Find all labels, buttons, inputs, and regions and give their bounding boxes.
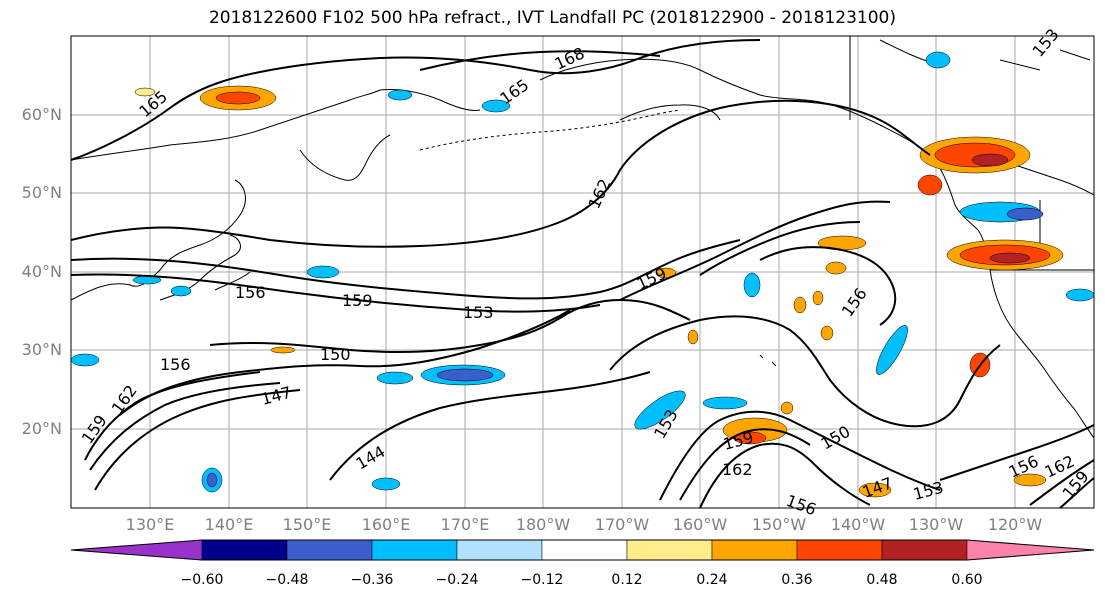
contour-label: 156 xyxy=(235,283,266,302)
colorbar-segment xyxy=(286,539,373,561)
lon-label: 150°W xyxy=(751,515,807,534)
colorbar-segment xyxy=(456,539,543,561)
lon-label: 150°E xyxy=(282,515,332,534)
lat-label: 30°N xyxy=(21,340,62,359)
colorbar xyxy=(70,539,1095,561)
lon-label: 130°W xyxy=(908,515,964,534)
lon-label: 120°W xyxy=(987,515,1043,534)
colorbar-segment xyxy=(70,539,203,561)
lat-label: 20°N xyxy=(21,419,62,438)
colorbar-segment xyxy=(626,539,713,561)
lat-label: 50°N xyxy=(21,183,62,202)
graticule xyxy=(71,36,1094,508)
colorbar-tick: −0.48 xyxy=(265,572,309,588)
contour-label: 162 xyxy=(722,460,753,479)
lat-label: 60°N xyxy=(21,105,62,124)
map-title: 2018122600 F102 500 hPa refract., IVT La… xyxy=(208,8,896,28)
colorbar-tick: 0.48 xyxy=(866,572,898,588)
colorbar-tick: 0.24 xyxy=(696,572,728,588)
colorbar-segment xyxy=(711,539,798,561)
lon-label: 180°W xyxy=(515,515,571,534)
refractivity-contours xyxy=(70,39,1095,509)
lon-label: 170°E xyxy=(440,515,490,534)
colorbar-tick: −0.36 xyxy=(350,572,394,588)
contour-label: 153 xyxy=(463,303,494,322)
lon-label: 170°W xyxy=(594,515,650,534)
map-frame xyxy=(70,35,1095,509)
contour-label: 156 xyxy=(160,355,191,374)
lat-label: 40°N xyxy=(21,262,62,281)
lon-label: 160°W xyxy=(672,515,728,534)
lon-label: 140°E xyxy=(204,515,254,534)
colorbar-tick: −0.24 xyxy=(435,572,479,588)
colorbar-tick: 0.36 xyxy=(781,572,813,588)
contour-label: 150 xyxy=(320,345,351,364)
colorbar-segment xyxy=(881,539,968,561)
colorbar-segment xyxy=(966,539,1095,561)
colorbar-segment xyxy=(796,539,883,561)
colorbar-tick: −0.60 xyxy=(180,572,224,588)
ivt-shading xyxy=(70,51,1095,498)
colorbar-segment xyxy=(371,539,458,561)
lon-label: 130°E xyxy=(125,515,175,534)
lon-label: 140°W xyxy=(830,515,886,534)
contour-label: 159 xyxy=(342,291,373,310)
colorbar-segment xyxy=(541,539,628,561)
colorbar-tick: 0.12 xyxy=(611,572,643,588)
colorbar-segment xyxy=(201,539,288,561)
colorbar-tick: −0.12 xyxy=(520,572,564,588)
colorbar-tick: 0.60 xyxy=(951,572,983,588)
lon-label: 160°E xyxy=(361,515,411,534)
